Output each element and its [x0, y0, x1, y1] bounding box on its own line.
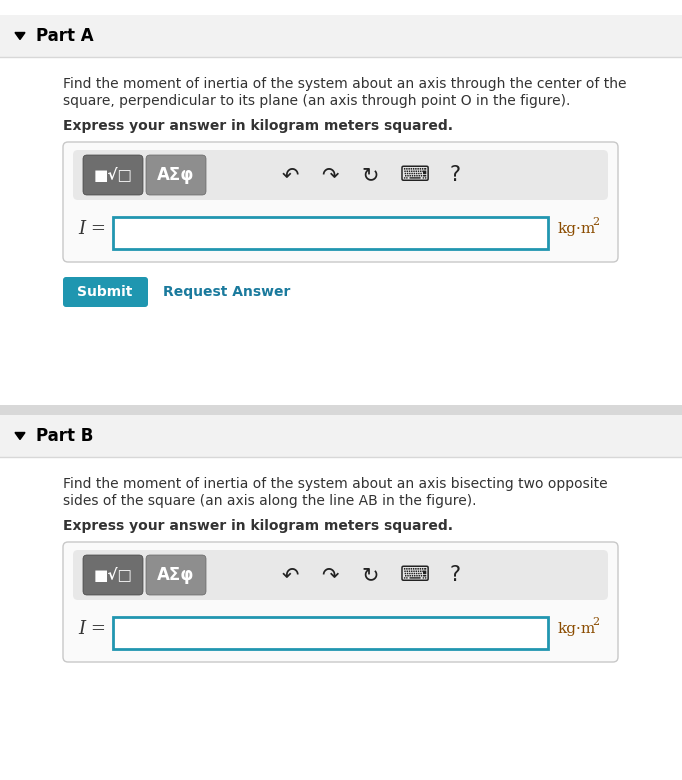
Text: ↻: ↻	[361, 165, 379, 185]
Text: Part B: Part B	[36, 427, 93, 445]
Bar	[113, 217, 548, 249]
Text: ↶: ↶	[281, 565, 299, 585]
Polygon shape	[15, 33, 25, 40]
FancyBboxPatch shape	[146, 155, 206, 195]
Text: ↷: ↷	[321, 165, 339, 185]
Text: kg·m: kg·m	[558, 222, 596, 236]
Text: kg·m: kg·m	[558, 622, 596, 636]
Text: Express your answer in kilogram meters squared.: Express your answer in kilogram meters s…	[63, 519, 453, 533]
Polygon shape	[15, 432, 25, 439]
Text: AΣφ: AΣφ	[158, 566, 194, 584]
Text: ⌨: ⌨	[400, 565, 430, 585]
Text: Submit: Submit	[77, 285, 133, 299]
Text: ↻: ↻	[361, 565, 379, 585]
Bar	[0, 15, 682, 57]
FancyBboxPatch shape	[146, 555, 206, 595]
FancyBboxPatch shape	[73, 550, 608, 600]
Text: 2: 2	[592, 617, 599, 627]
FancyBboxPatch shape	[63, 142, 618, 262]
FancyBboxPatch shape	[73, 150, 608, 200]
Text: ■√□: ■√□	[93, 168, 132, 183]
FancyBboxPatch shape	[63, 277, 148, 307]
Text: square, perpendicular to its plane (an axis through point O in the figure).: square, perpendicular to its plane (an a…	[63, 94, 570, 108]
Bar	[0, 415, 682, 457]
Text: ↷: ↷	[321, 565, 339, 585]
Text: I =: I =	[78, 620, 106, 638]
Bar	[113, 617, 548, 649]
Text: ?: ?	[449, 165, 460, 185]
Text: 2: 2	[592, 217, 599, 227]
Bar	[0, 405, 682, 417]
FancyBboxPatch shape	[83, 555, 143, 595]
Text: Part A: Part A	[36, 27, 93, 45]
Text: ⌨: ⌨	[400, 165, 430, 185]
Text: I =: I =	[78, 220, 106, 238]
FancyBboxPatch shape	[83, 155, 143, 195]
Text: Request Answer: Request Answer	[163, 285, 291, 299]
Text: Find the moment of inertia of the system about an axis through the center of the: Find the moment of inertia of the system…	[63, 77, 627, 91]
Text: AΣφ: AΣφ	[158, 166, 194, 184]
Text: ↶: ↶	[281, 165, 299, 185]
Text: ?: ?	[449, 565, 460, 585]
Text: Express your answer in kilogram meters squared.: Express your answer in kilogram meters s…	[63, 119, 453, 133]
Text: ■√□: ■√□	[93, 568, 132, 583]
Text: Find the moment of inertia of the system about an axis bisecting two opposite: Find the moment of inertia of the system…	[63, 477, 608, 491]
Bar	[0, 0, 682, 15]
FancyBboxPatch shape	[63, 542, 618, 662]
Text: sides of the square (an axis along the line AB in the figure).: sides of the square (an axis along the l…	[63, 494, 477, 508]
